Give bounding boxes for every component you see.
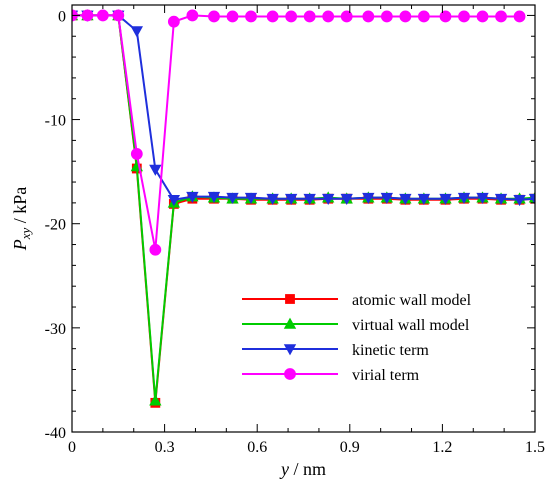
virial-term-point [362, 10, 375, 23]
virial-term-point [340, 10, 353, 23]
kinetic-term-point [494, 193, 508, 206]
y-tick-label: -40 [45, 425, 66, 442]
axes-frame [71, 4, 536, 433]
virial-term-point [495, 10, 507, 23]
virial-term-point [285, 10, 298, 23]
kinetic-term-point [167, 194, 181, 207]
virial-term-point [417, 10, 430, 23]
virial-term-point [96, 9, 109, 22]
kinetic-term-point [226, 192, 239, 204]
virial-term-point [380, 10, 393, 23]
kinetic-term-point [476, 192, 489, 204]
legend-atomic-wall-model-point [285, 294, 295, 304]
virial-term-point [167, 15, 180, 28]
virial-term-point [186, 9, 199, 22]
kinetic-term-point [186, 191, 199, 203]
x-axis-unit: / nm [289, 459, 326, 479]
virial-term-point [439, 10, 452, 23]
kinetic-term-point [340, 193, 353, 206]
kinetic-term-point [322, 193, 335, 206]
legend-item-virtual-wall-model: virtual wall model [242, 317, 470, 334]
legend-item-kinetic-term: kinetic term [242, 342, 429, 359]
y-axis-unit: / kPa [10, 187, 30, 228]
y-axis-title: Pxy / kPa [10, 187, 33, 252]
atomic-wall-model-series [72, 10, 535, 408]
kinetic-term-point [149, 164, 162, 176]
legend-label: atomic wall model [352, 292, 472, 309]
virial-term-series [72, 9, 526, 256]
legend-label: virial term [352, 367, 420, 384]
x-tick-label: 0.6 [247, 439, 267, 456]
virial-term-point [399, 10, 412, 23]
plot-area [72, 9, 535, 408]
kinetic-term-point [303, 193, 316, 206]
virial-term-point [226, 10, 239, 23]
kinetic-term-point [362, 192, 375, 204]
virial-term-point [130, 148, 143, 160]
kinetic-term-point [266, 193, 279, 206]
x-axis-symbol: y [279, 459, 289, 479]
virial-term-point [208, 10, 220, 23]
legend-virtual-wall-model-point [283, 317, 297, 329]
y-axis-symbol: P [10, 239, 30, 251]
virial-term-point [112, 9, 125, 22]
kinetic-term-point [457, 192, 471, 204]
virial-term-point [266, 10, 279, 23]
kinetic-term-point [244, 192, 258, 204]
kinetic-term-point [439, 193, 452, 206]
virial-term-point [322, 10, 335, 23]
legend-kinetic-term-point [283, 344, 297, 356]
kinetic-term-point [284, 193, 298, 206]
atomic-wall-model-line [72, 14, 535, 403]
kinetic-term-point [380, 192, 394, 204]
x-tick-label: 0.9 [340, 439, 360, 456]
virial-term-point [458, 10, 470, 23]
virial-term-point [476, 10, 489, 23]
x-tick-label: 0 [68, 439, 76, 456]
kinetic-term-point [130, 26, 143, 38]
y-tick-label: -20 [45, 217, 66, 234]
y-tick-label: -10 [45, 113, 66, 130]
legend: atomic wall model virtual wall model kinet… [242, 292, 472, 384]
kinetic-term-point [528, 193, 535, 206]
x-tick-label: 0.3 [155, 439, 175, 456]
y-axis-subscript: xy [18, 228, 33, 241]
kinetic-term-point [207, 191, 221, 203]
virial-term-point [149, 243, 162, 256]
legend-item-virial-term: virial term [242, 367, 420, 384]
virial-term-point [513, 10, 526, 23]
virial-term-point [245, 10, 257, 23]
virtual-wall-model-point [149, 394, 162, 406]
virial-term-point [303, 10, 316, 23]
kinetic-term-series [72, 10, 535, 207]
legend-virial-term-point [284, 368, 296, 380]
y-tick-label: -30 [45, 321, 66, 338]
x-tick-label: 1.5 [525, 439, 545, 456]
kinetic-term-point [399, 193, 412, 206]
kinetic-term-point [513, 194, 526, 207]
legend-label: virtual wall model [352, 317, 470, 334]
legend-item-atomic-wall-model: atomic wall model [242, 292, 472, 309]
legend-label: kinetic term [352, 342, 429, 359]
virtual-wall-model-series [72, 9, 535, 406]
x-axis-title: y / nm [279, 459, 326, 479]
y-tick-label: 0 [58, 8, 66, 25]
x-tick-label: 1.2 [432, 439, 452, 456]
kinetic-term-point [417, 193, 431, 206]
axis-ticks: 0 0.3 0.6 0.9 1.2 1.5 0 -10 -20 -30 -40 [45, 5, 545, 456]
virial-term-point [81, 9, 94, 22]
